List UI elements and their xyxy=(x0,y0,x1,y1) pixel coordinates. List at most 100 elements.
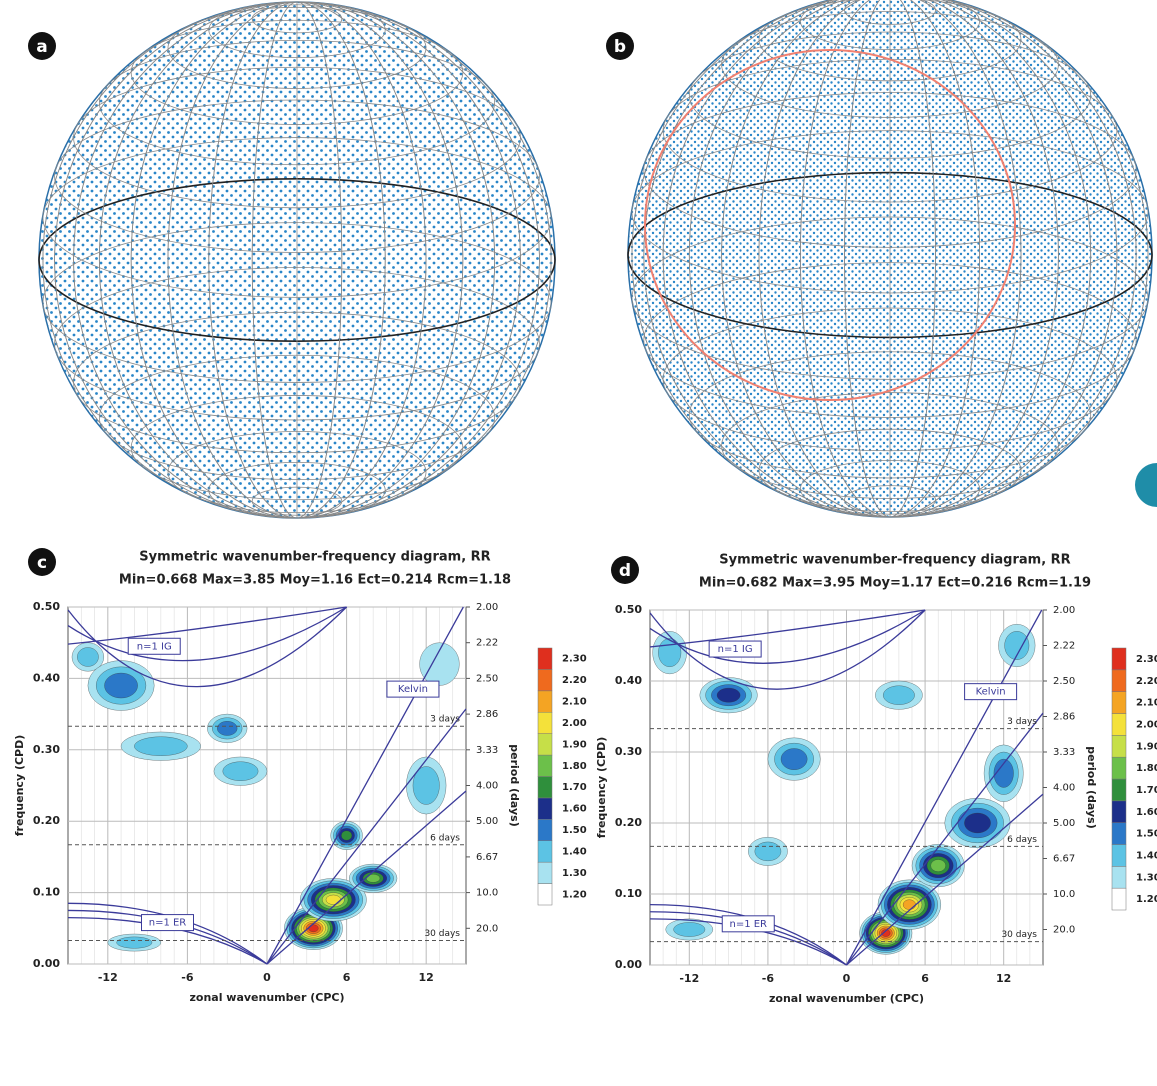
y-tick-label: 0.50 xyxy=(615,603,642,616)
x-tick-label: 0 xyxy=(843,972,851,985)
x-tick-label: 12 xyxy=(419,971,434,984)
colorbar-label: 2.00 xyxy=(1136,719,1157,730)
colorbar-cell xyxy=(1112,692,1126,714)
colorbar-cell xyxy=(538,755,552,776)
colorbar-label: 1.80 xyxy=(562,761,587,772)
period-label: 3 days xyxy=(430,715,460,725)
y-tick-label: 0.40 xyxy=(615,674,642,687)
spectral-contour xyxy=(755,842,781,861)
spectral-contour xyxy=(341,831,352,841)
x-tick-label: -12 xyxy=(679,972,699,985)
panel-label: a xyxy=(36,37,47,57)
y2-tick-label: 2.50 xyxy=(1053,676,1075,687)
colorbar-label: 1.90 xyxy=(562,739,587,750)
y2-tick-label: 6.67 xyxy=(476,852,498,863)
annotation: Kelvin xyxy=(976,687,1006,698)
colorbar-label: 1.70 xyxy=(1136,785,1157,796)
side-tab xyxy=(1135,463,1157,507)
y2-tick-label: 10.0 xyxy=(476,888,498,899)
colorbar-cell xyxy=(1112,757,1126,779)
y2-tick-label: 4.00 xyxy=(476,781,498,792)
y2-tick-label: 2.22 xyxy=(476,638,498,649)
sphere xyxy=(39,2,555,518)
chart-title: Symmetric wavenumber-frequency diagram, … xyxy=(139,550,490,565)
colorbar-label: 2.20 xyxy=(562,675,587,686)
y2-tick-label: 2.22 xyxy=(1053,641,1075,652)
annotation: n=1 IG xyxy=(718,644,753,655)
page: a b cSymmetric wavenumber-frequency diag… xyxy=(0,0,1157,1086)
chart-title: Symmetric wavenumber-frequency diagram, … xyxy=(719,553,1070,568)
spectral-contour xyxy=(104,673,137,698)
colorbar-cell xyxy=(1112,823,1126,845)
colorbar-cell xyxy=(1112,735,1126,757)
colorbar-cell xyxy=(538,798,552,819)
colorbar-label: 1.60 xyxy=(1136,807,1157,818)
y2-tick-label: 20.0 xyxy=(476,923,498,934)
y2-tick-label: 2.00 xyxy=(1053,605,1075,616)
sphere xyxy=(628,0,1152,517)
y-tick-label: 0.10 xyxy=(615,887,642,900)
y2-tick-label: 10.0 xyxy=(1053,889,1075,900)
spectral-contour xyxy=(717,688,740,702)
colorbar-cell xyxy=(1112,866,1126,888)
colorbar-cell xyxy=(538,734,552,755)
colorbar-label: 2.30 xyxy=(562,654,587,665)
y2-tick-label: 20.0 xyxy=(1053,925,1075,936)
annotation: n=1 IG xyxy=(137,641,172,652)
colorbar-label: 1.80 xyxy=(1136,763,1157,774)
colorbar-cell xyxy=(1112,845,1126,867)
colorbar-cell xyxy=(538,669,552,690)
y-axis-title: frequency (CPD) xyxy=(595,737,608,839)
y-tick-label: 0.10 xyxy=(33,886,60,899)
y-tick-label: 0.00 xyxy=(33,957,60,970)
x-tick-label: 0 xyxy=(263,971,271,984)
colorbar-label: 1.40 xyxy=(1136,850,1157,861)
panel-label: b xyxy=(614,37,626,57)
annotation: n=1 ER xyxy=(149,918,187,929)
colorbar-cell xyxy=(538,691,552,712)
x-tick-label: 6 xyxy=(921,972,929,985)
colorbar-label: 1.90 xyxy=(1136,741,1157,752)
spectral-contour xyxy=(964,813,990,833)
x-axis-title: zonal wavenumber (CPC) xyxy=(769,992,924,1005)
y2-tick-label: 6.67 xyxy=(1053,854,1075,865)
chart-subtitle: Min=0.668 Max=3.85 Moy=1.16 Ect=0.214 Rc… xyxy=(119,573,511,588)
y-tick-label: 0.20 xyxy=(615,816,642,829)
colorbar-label: 2.20 xyxy=(1136,676,1157,687)
colorbar-label: 1.20 xyxy=(562,889,587,900)
colorbar-cell xyxy=(538,884,552,905)
colorbar-label: 1.30 xyxy=(562,868,587,879)
colorbar-cell xyxy=(1112,714,1126,736)
colorbar-label: 1.60 xyxy=(562,804,587,815)
colorbar-label: 1.20 xyxy=(1136,894,1157,905)
spectral-contour xyxy=(883,686,914,705)
colorbar-label: 1.30 xyxy=(1136,872,1157,883)
x-tick-label: -6 xyxy=(762,972,775,985)
x-tick-label: 6 xyxy=(343,971,351,984)
y2-tick-label: 2.00 xyxy=(476,602,498,613)
y2-tick-label: 4.00 xyxy=(1053,783,1075,794)
colorbar-label: 2.00 xyxy=(562,718,587,729)
colorbar-cell xyxy=(538,777,552,798)
x-tick-label: 12 xyxy=(996,972,1011,985)
period-label: 6 days xyxy=(1007,835,1037,845)
y2-tick-label: 2.86 xyxy=(1053,712,1075,723)
spectral-contour xyxy=(903,900,916,910)
y2-axis-title: period (days) xyxy=(1085,746,1098,829)
colorbar-cell xyxy=(538,841,552,862)
y2-tick-label: 5.00 xyxy=(1053,818,1075,829)
annotation: Kelvin xyxy=(398,684,428,695)
y-axis-title: frequency (CPD) xyxy=(13,735,26,837)
colorbar-cell xyxy=(538,648,552,669)
colorbar-cell xyxy=(1112,801,1126,823)
y-tick-label: 0.40 xyxy=(33,671,60,684)
colorbar-label: 1.50 xyxy=(1136,829,1157,840)
period-label: 3 days xyxy=(1007,717,1037,727)
period-label: 6 days xyxy=(430,833,460,843)
period-label: 30 days xyxy=(1001,930,1037,940)
colorbar-label: 2.30 xyxy=(1136,654,1157,665)
y-tick-label: 0.20 xyxy=(33,814,60,827)
colorbar-cell xyxy=(1112,670,1126,692)
